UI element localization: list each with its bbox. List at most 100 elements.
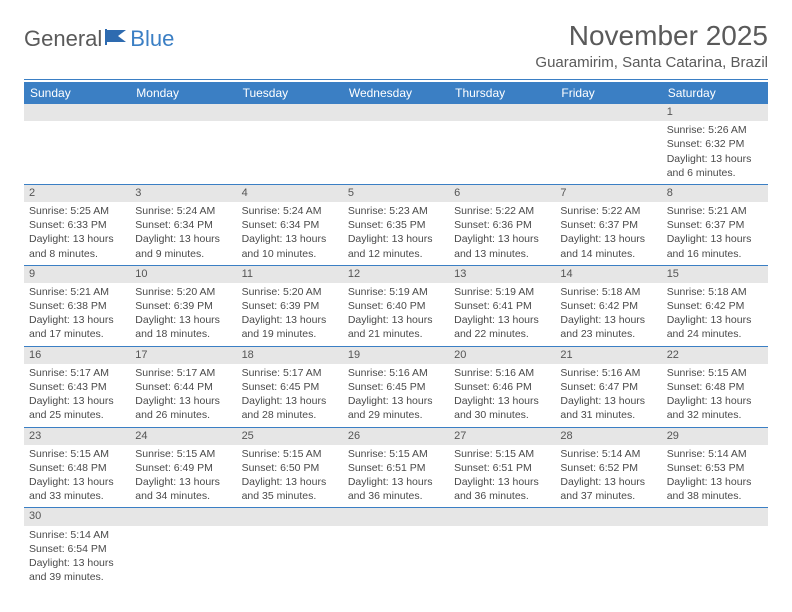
- day-number: 11: [237, 266, 343, 283]
- calendar-cell: [662, 508, 768, 588]
- sunrise-text: Sunrise: 5:19 AM: [454, 285, 550, 299]
- weekday-header: Wednesday: [343, 82, 449, 104]
- logo-text-blue: Blue: [130, 26, 174, 52]
- sunrise-text: Sunrise: 5:16 AM: [560, 366, 656, 380]
- day-number: 14: [555, 266, 661, 283]
- calendar-cell: 24Sunrise: 5:15 AMSunset: 6:49 PMDayligh…: [130, 427, 236, 508]
- daylight-text: Daylight: 13 hours and 32 minutes.: [667, 394, 763, 422]
- weekday-header: Sunday: [24, 82, 130, 104]
- daylight-text: Daylight: 13 hours and 38 minutes.: [667, 475, 763, 503]
- day-number-empty: [449, 104, 555, 121]
- calendar-cell: [555, 104, 661, 184]
- sunset-text: Sunset: 6:54 PM: [29, 542, 125, 556]
- day-number: 27: [449, 428, 555, 445]
- day-info: Sunrise: 5:22 AMSunset: 6:37 PMDaylight:…: [555, 202, 661, 265]
- day-number-empty: [343, 104, 449, 121]
- sunrise-text: Sunrise: 5:24 AM: [135, 204, 231, 218]
- sunrise-text: Sunrise: 5:14 AM: [29, 528, 125, 542]
- sunset-text: Sunset: 6:37 PM: [560, 218, 656, 232]
- day-info: Sunrise: 5:16 AMSunset: 6:47 PMDaylight:…: [555, 364, 661, 427]
- calendar-cell: 20Sunrise: 5:16 AMSunset: 6:46 PMDayligh…: [449, 346, 555, 427]
- sunrise-text: Sunrise: 5:17 AM: [242, 366, 338, 380]
- day-info: Sunrise: 5:17 AMSunset: 6:45 PMDaylight:…: [237, 364, 343, 427]
- sunset-text: Sunset: 6:45 PM: [348, 380, 444, 394]
- day-info: Sunrise: 5:15 AMSunset: 6:48 PMDaylight:…: [24, 445, 130, 508]
- calendar-cell: [449, 508, 555, 588]
- sunset-text: Sunset: 6:43 PM: [29, 380, 125, 394]
- day-number-empty: [449, 508, 555, 525]
- day-number-empty: [130, 508, 236, 525]
- sunset-text: Sunset: 6:39 PM: [135, 299, 231, 313]
- sunrise-text: Sunrise: 5:20 AM: [242, 285, 338, 299]
- day-number: 26: [343, 428, 449, 445]
- header-rule: [24, 79, 768, 80]
- calendar-row: 9Sunrise: 5:21 AMSunset: 6:38 PMDaylight…: [24, 265, 768, 346]
- calendar-row: 16Sunrise: 5:17 AMSunset: 6:43 PMDayligh…: [24, 346, 768, 427]
- calendar-cell: [555, 508, 661, 588]
- sunset-text: Sunset: 6:37 PM: [667, 218, 763, 232]
- day-info: Sunrise: 5:21 AMSunset: 6:38 PMDaylight:…: [24, 283, 130, 346]
- sunrise-text: Sunrise: 5:22 AM: [454, 204, 550, 218]
- sunrise-text: Sunrise: 5:15 AM: [454, 447, 550, 461]
- sunrise-text: Sunrise: 5:15 AM: [667, 366, 763, 380]
- daylight-text: Daylight: 13 hours and 12 minutes.: [348, 232, 444, 260]
- daylight-text: Daylight: 13 hours and 17 minutes.: [29, 313, 125, 341]
- day-number-empty: [343, 508, 449, 525]
- calendar-cell: 22Sunrise: 5:15 AMSunset: 6:48 PMDayligh…: [662, 346, 768, 427]
- sunrise-text: Sunrise: 5:17 AM: [29, 366, 125, 380]
- day-info: Sunrise: 5:14 AMSunset: 6:54 PMDaylight:…: [24, 526, 130, 589]
- day-number-empty: [130, 104, 236, 121]
- day-info: Sunrise: 5:15 AMSunset: 6:51 PMDaylight:…: [343, 445, 449, 508]
- sunset-text: Sunset: 6:45 PM: [242, 380, 338, 394]
- sunrise-text: Sunrise: 5:17 AM: [135, 366, 231, 380]
- day-info: Sunrise: 5:19 AMSunset: 6:41 PMDaylight:…: [449, 283, 555, 346]
- sunrise-text: Sunrise: 5:14 AM: [667, 447, 763, 461]
- daylight-text: Daylight: 13 hours and 26 minutes.: [135, 394, 231, 422]
- day-info: Sunrise: 5:16 AMSunset: 6:46 PMDaylight:…: [449, 364, 555, 427]
- sunset-text: Sunset: 6:51 PM: [454, 461, 550, 475]
- day-number-empty: [237, 508, 343, 525]
- flag-icon: [104, 27, 130, 52]
- sunset-text: Sunset: 6:34 PM: [242, 218, 338, 232]
- day-info: Sunrise: 5:18 AMSunset: 6:42 PMDaylight:…: [555, 283, 661, 346]
- day-number: 25: [237, 428, 343, 445]
- day-number-empty: [555, 508, 661, 525]
- day-number: 17: [130, 347, 236, 364]
- daylight-text: Daylight: 13 hours and 36 minutes.: [348, 475, 444, 503]
- calendar-cell: 28Sunrise: 5:14 AMSunset: 6:52 PMDayligh…: [555, 427, 661, 508]
- day-info: Sunrise: 5:15 AMSunset: 6:48 PMDaylight:…: [662, 364, 768, 427]
- daylight-text: Daylight: 13 hours and 37 minutes.: [560, 475, 656, 503]
- calendar-cell: 2Sunrise: 5:25 AMSunset: 6:33 PMDaylight…: [24, 184, 130, 265]
- day-number: 5: [343, 185, 449, 202]
- day-number: 29: [662, 428, 768, 445]
- day-info: Sunrise: 5:21 AMSunset: 6:37 PMDaylight:…: [662, 202, 768, 265]
- calendar-cell: [343, 508, 449, 588]
- day-number-empty: [24, 104, 130, 121]
- daylight-text: Daylight: 13 hours and 39 minutes.: [29, 556, 125, 584]
- sunset-text: Sunset: 6:46 PM: [454, 380, 550, 394]
- sunset-text: Sunset: 6:36 PM: [454, 218, 550, 232]
- sunrise-text: Sunrise: 5:24 AM: [242, 204, 338, 218]
- calendar-cell: 29Sunrise: 5:14 AMSunset: 6:53 PMDayligh…: [662, 427, 768, 508]
- calendar-cell: 30Sunrise: 5:14 AMSunset: 6:54 PMDayligh…: [24, 508, 130, 588]
- day-info: Sunrise: 5:22 AMSunset: 6:36 PMDaylight:…: [449, 202, 555, 265]
- daylight-text: Daylight: 13 hours and 8 minutes.: [29, 232, 125, 260]
- calendar-cell: 23Sunrise: 5:15 AMSunset: 6:48 PMDayligh…: [24, 427, 130, 508]
- sunset-text: Sunset: 6:48 PM: [29, 461, 125, 475]
- day-number: 20: [449, 347, 555, 364]
- weekday-header: Friday: [555, 82, 661, 104]
- sunrise-text: Sunrise: 5:15 AM: [348, 447, 444, 461]
- calendar-cell: [24, 104, 130, 184]
- day-info: Sunrise: 5:15 AMSunset: 6:51 PMDaylight:…: [449, 445, 555, 508]
- calendar-table: Sunday Monday Tuesday Wednesday Thursday…: [24, 82, 768, 588]
- day-number: 10: [130, 266, 236, 283]
- sunrise-text: Sunrise: 5:20 AM: [135, 285, 231, 299]
- day-number: 19: [343, 347, 449, 364]
- day-number: 4: [237, 185, 343, 202]
- calendar-cell: 16Sunrise: 5:17 AMSunset: 6:43 PMDayligh…: [24, 346, 130, 427]
- sunrise-text: Sunrise: 5:22 AM: [560, 204, 656, 218]
- daylight-text: Daylight: 13 hours and 23 minutes.: [560, 313, 656, 341]
- sunrise-text: Sunrise: 5:16 AM: [348, 366, 444, 380]
- day-info: Sunrise: 5:25 AMSunset: 6:33 PMDaylight:…: [24, 202, 130, 265]
- calendar-cell: 25Sunrise: 5:15 AMSunset: 6:50 PMDayligh…: [237, 427, 343, 508]
